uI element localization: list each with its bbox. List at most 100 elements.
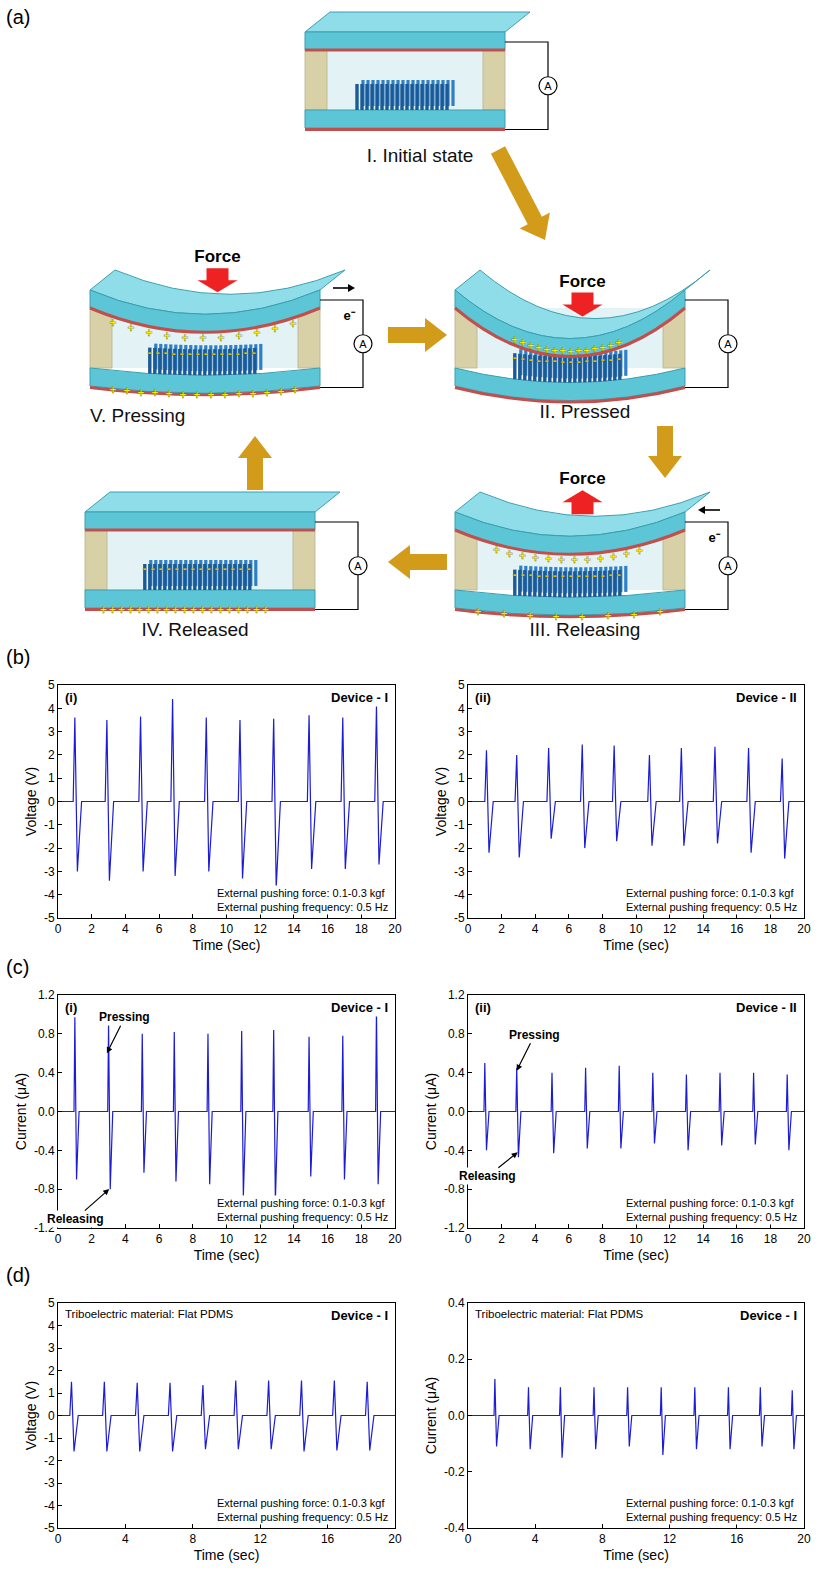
svg-text:+: + bbox=[145, 603, 152, 617]
svg-text:0: 0 bbox=[465, 922, 472, 936]
svg-text:18: 18 bbox=[355, 1232, 369, 1246]
svg-text:6: 6 bbox=[156, 922, 163, 936]
svg-text:16: 16 bbox=[730, 922, 744, 936]
svg-text:+: + bbox=[607, 339, 614, 353]
svg-text:-: - bbox=[593, 569, 597, 583]
svg-text:0.0: 0.0 bbox=[38, 1105, 55, 1119]
svg-text:-: - bbox=[164, 346, 168, 360]
svg-text:-1: -1 bbox=[454, 818, 465, 832]
svg-text:1: 1 bbox=[48, 1386, 55, 1400]
svg-text:0.0: 0.0 bbox=[448, 1409, 465, 1423]
svg-text:-: - bbox=[609, 568, 613, 582]
svg-text:+: + bbox=[584, 553, 591, 567]
svg-text:+: + bbox=[109, 316, 116, 330]
svg-text:+: + bbox=[262, 603, 269, 617]
svg-text:5: 5 bbox=[48, 1296, 55, 1310]
svg-text:20: 20 bbox=[797, 1232, 811, 1246]
svg-text:-: - bbox=[199, 562, 203, 576]
svg-text:-: - bbox=[220, 347, 224, 361]
svg-text:+: + bbox=[145, 326, 152, 340]
svg-text:e⁻: e⁻ bbox=[708, 530, 720, 545]
svg-text:1: 1 bbox=[458, 771, 465, 785]
svg-text:+: + bbox=[181, 331, 188, 345]
svg-text:5: 5 bbox=[48, 678, 55, 692]
svg-text:10: 10 bbox=[220, 922, 234, 936]
svg-text:4: 4 bbox=[532, 1532, 539, 1546]
svg-text:+: + bbox=[493, 543, 500, 557]
svg-text:-: - bbox=[577, 569, 581, 583]
svg-text:-: - bbox=[609, 353, 613, 367]
svg-text:+: + bbox=[208, 603, 215, 617]
svg-text:+: + bbox=[127, 603, 134, 617]
svg-text:1.2: 1.2 bbox=[38, 988, 55, 1002]
svg-text:Time (Sec): Time (Sec) bbox=[193, 937, 261, 953]
svg-text:12: 12 bbox=[254, 1232, 268, 1246]
svg-text:0: 0 bbox=[458, 795, 465, 809]
svg-text:-: - bbox=[553, 569, 557, 583]
svg-text:-: - bbox=[172, 347, 176, 361]
svg-text:Time (sec): Time (sec) bbox=[194, 1247, 260, 1263]
svg-text:10: 10 bbox=[629, 922, 643, 936]
svg-text:-: - bbox=[529, 568, 533, 582]
svg-text:Releasing: Releasing bbox=[459, 1169, 516, 1183]
svg-text:-: - bbox=[239, 562, 243, 576]
svg-text:+: + bbox=[127, 321, 134, 335]
svg-text:-4: -4 bbox=[44, 888, 55, 902]
svg-text:-: - bbox=[601, 569, 605, 583]
svg-text:+: + bbox=[291, 383, 298, 397]
svg-text:+: + bbox=[235, 329, 242, 343]
svg-text:A: A bbox=[354, 560, 362, 572]
svg-text:-0.4: -0.4 bbox=[444, 1521, 465, 1535]
svg-text:-: - bbox=[156, 346, 160, 360]
svg-text:-: - bbox=[521, 352, 525, 366]
svg-text:-5: -5 bbox=[454, 911, 465, 925]
svg-text:-0.4: -0.4 bbox=[34, 1144, 55, 1158]
svg-text:+: + bbox=[519, 336, 526, 350]
svg-text:5: 5 bbox=[458, 678, 465, 692]
svg-text:+: + bbox=[545, 552, 552, 566]
svg-text:12: 12 bbox=[663, 1232, 677, 1246]
svg-text:-5: -5 bbox=[44, 911, 55, 925]
svg-text:+: + bbox=[109, 603, 116, 617]
svg-text:-: - bbox=[143, 562, 147, 576]
svg-text:0: 0 bbox=[48, 795, 55, 809]
svg-text:2: 2 bbox=[88, 922, 95, 936]
svg-text:-: - bbox=[159, 562, 163, 576]
svg-text:2: 2 bbox=[88, 1232, 95, 1246]
svg-text:-: - bbox=[537, 354, 541, 368]
svg-text:(ii): (ii) bbox=[475, 1000, 491, 1015]
svg-text:-: - bbox=[228, 347, 232, 361]
svg-text:-: - bbox=[204, 347, 208, 361]
svg-text:-1.2: -1.2 bbox=[34, 1221, 55, 1235]
svg-text:Voltage (V): Voltage (V) bbox=[23, 767, 39, 836]
svg-text:External pushing force: 0.1-0.: External pushing force: 0.1-0.3 kgfExter… bbox=[626, 1197, 797, 1223]
svg-text:+: + bbox=[558, 553, 565, 567]
svg-text:+: + bbox=[165, 387, 172, 401]
svg-text:0.4: 0.4 bbox=[448, 1066, 465, 1080]
svg-text:(a): (a) bbox=[6, 6, 30, 28]
svg-text:III. Releasing: III. Releasing bbox=[530, 619, 641, 640]
svg-text:External pushing force: 0.1-0.: External pushing force: 0.1-0.3 kgfExter… bbox=[626, 887, 797, 913]
svg-text:16: 16 bbox=[730, 1532, 744, 1546]
svg-text:+: + bbox=[109, 383, 116, 397]
svg-text:Time (sec): Time (sec) bbox=[194, 1547, 260, 1563]
svg-text:18: 18 bbox=[764, 922, 778, 936]
svg-text:4: 4 bbox=[122, 1532, 129, 1546]
svg-text:Time (sec): Time (sec) bbox=[603, 937, 669, 953]
svg-text:-4: -4 bbox=[454, 888, 465, 902]
svg-text:8: 8 bbox=[189, 1532, 196, 1546]
svg-text:-: - bbox=[513, 351, 517, 365]
svg-text:0.0: 0.0 bbox=[448, 1105, 465, 1119]
svg-text:Device - I: Device - I bbox=[331, 1308, 388, 1323]
svg-text:20: 20 bbox=[388, 1532, 402, 1546]
svg-text:1: 1 bbox=[48, 771, 55, 785]
svg-text:Triboelectric material: Flat P: Triboelectric material: Flat PDMS bbox=[65, 1308, 234, 1320]
svg-text:20: 20 bbox=[797, 922, 811, 936]
svg-text:A: A bbox=[724, 560, 732, 572]
svg-text:20: 20 bbox=[797, 1532, 811, 1546]
svg-text:+: + bbox=[244, 603, 251, 617]
svg-text:+: + bbox=[532, 551, 539, 565]
svg-text:0: 0 bbox=[55, 922, 62, 936]
svg-text:+: + bbox=[207, 388, 214, 402]
svg-text:4: 4 bbox=[532, 922, 539, 936]
